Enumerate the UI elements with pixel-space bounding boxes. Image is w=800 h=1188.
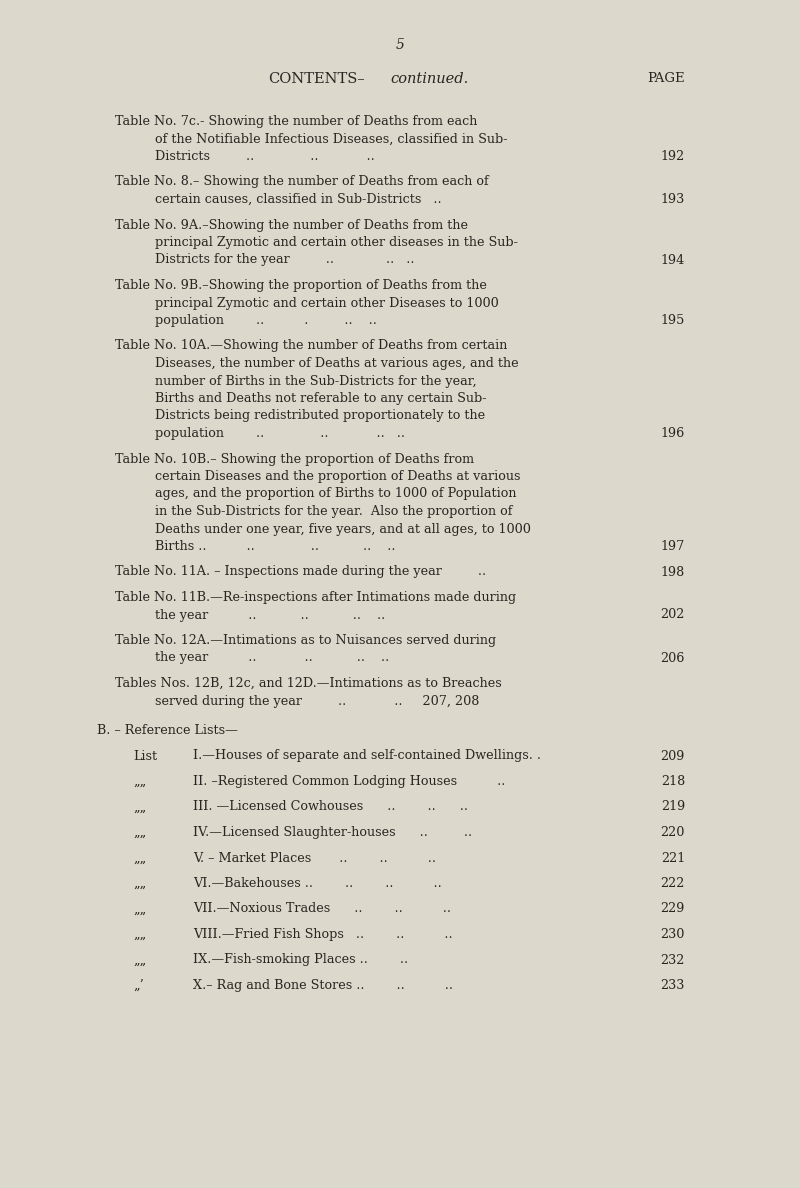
Text: „’: „’ <box>133 979 144 992</box>
Text: „„: „„ <box>133 954 146 967</box>
Text: List: List <box>133 750 157 763</box>
Text: 195: 195 <box>661 314 685 327</box>
Text: served during the year         ..            ..     207, 208: served during the year .. .. 207, 208 <box>155 695 479 708</box>
Text: ages, and the proportion of Births to 1000 of Population: ages, and the proportion of Births to 10… <box>155 487 517 500</box>
Text: Districts for the year         ..             ..   ..: Districts for the year .. .. .. <box>155 253 414 266</box>
Text: „„: „„ <box>133 928 146 941</box>
Text: I.—Houses of separate and self-contained Dwellings. .: I.—Houses of separate and self-contained… <box>193 750 541 763</box>
Text: „„: „„ <box>133 801 146 814</box>
Text: Table No. 9A.–Showing the number of Deaths from the: Table No. 9A.–Showing the number of Deat… <box>115 219 468 232</box>
Text: of the Notifiable Infectious Diseases, classified in Sub-: of the Notifiable Infectious Diseases, c… <box>155 133 507 145</box>
Text: 192: 192 <box>661 150 685 163</box>
Text: the year          ..           ..           ..    ..: the year .. .. .. .. <box>155 608 386 621</box>
Text: Table No. 11B.—Re-inspections after Intimations made during: Table No. 11B.—Re-inspections after Inti… <box>115 590 516 604</box>
Text: IV.—Licensed Slaughter-houses      ..         ..: IV.—Licensed Slaughter-houses .. .. <box>193 826 472 839</box>
Text: principal Zymotic and certain other diseases in the Sub-: principal Zymotic and certain other dise… <box>155 236 518 249</box>
Text: Table No. 12A.—Intimations as to Nuisances served during: Table No. 12A.—Intimations as to Nuisanc… <box>115 634 496 647</box>
Text: 193: 193 <box>661 192 685 206</box>
Text: 194: 194 <box>661 253 685 266</box>
Text: Deaths under one year, five years, and at all ages, to 1000: Deaths under one year, five years, and a… <box>155 523 531 536</box>
Text: 218: 218 <box>661 775 685 788</box>
Text: certain causes, classified in Sub-Districts   ..: certain causes, classified in Sub-Distri… <box>155 192 442 206</box>
Text: number of Births in the Sub-Districts for the year,: number of Births in the Sub-Districts fo… <box>155 374 477 387</box>
Text: Districts         ..              ..            ..: Districts .. .. .. <box>155 150 374 163</box>
Text: 198: 198 <box>661 565 685 579</box>
Text: 229: 229 <box>661 903 685 916</box>
Text: 197: 197 <box>661 541 685 552</box>
Text: population        ..              ..            ..   ..: population .. .. .. .. <box>155 426 405 440</box>
Text: Births ..          ..              ..           ..    ..: Births .. .. .. .. .. <box>155 541 395 552</box>
Text: Table No. 9B.–Showing the proportion of Deaths from the: Table No. 9B.–Showing the proportion of … <box>115 279 487 292</box>
Text: Table No. 8.– Showing the number of Deaths from each of: Table No. 8.– Showing the number of Deat… <box>115 176 489 189</box>
Text: 221: 221 <box>661 852 685 865</box>
Text: PAGE: PAGE <box>647 72 685 86</box>
Text: 230: 230 <box>661 928 685 941</box>
Text: certain Diseases and the proportion of Deaths at various: certain Diseases and the proportion of D… <box>155 470 521 484</box>
Text: „„: „„ <box>133 852 146 865</box>
Text: in the Sub-Districts for the year.  Also the proportion of: in the Sub-Districts for the year. Also … <box>155 505 513 518</box>
Text: 196: 196 <box>661 426 685 440</box>
Text: Tables Nos. 12B, 12c, and 12D.—Intimations as to Breaches: Tables Nos. 12B, 12c, and 12D.—Intimatio… <box>115 677 502 690</box>
Text: 202: 202 <box>661 608 685 621</box>
Text: 219: 219 <box>661 801 685 814</box>
Text: Table No. 11A. – Inspections made during the year         ..: Table No. 11A. – Inspections made during… <box>115 565 486 579</box>
Text: continued.: continued. <box>390 72 468 86</box>
Text: Diseases, the number of Deaths at various ages, and the: Diseases, the number of Deaths at variou… <box>155 358 518 369</box>
Text: the year          ..            ..           ..    ..: the year .. .. .. .. <box>155 651 390 664</box>
Text: B. – Reference Lists—: B. – Reference Lists— <box>97 723 238 737</box>
Text: CONTENTS–: CONTENTS– <box>268 72 365 86</box>
Text: 206: 206 <box>661 651 685 664</box>
Text: II. –Registered Common Lodging Houses          ..: II. –Registered Common Lodging Houses .. <box>193 775 506 788</box>
Text: Table No. 10A.—Showing the number of Deaths from certain: Table No. 10A.—Showing the number of Dea… <box>115 340 507 353</box>
Text: 222: 222 <box>661 877 685 890</box>
Text: 209: 209 <box>661 750 685 763</box>
Text: 233: 233 <box>661 979 685 992</box>
Text: VIII.—Fried Fish Shops   ..        ..          ..: VIII.—Fried Fish Shops .. .. .. <box>193 928 453 941</box>
Text: 232: 232 <box>661 954 685 967</box>
Text: Table No. 10B.– Showing the proportion of Deaths from: Table No. 10B.– Showing the proportion o… <box>115 453 474 466</box>
Text: X.– Rag and Bone Stores ..        ..          ..: X.– Rag and Bone Stores .. .. .. <box>193 979 453 992</box>
Text: „„: „„ <box>133 877 146 890</box>
Text: population        ..          .         ..    ..: population .. . .. .. <box>155 314 377 327</box>
Text: V. – Market Places       ..        ..          ..: V. – Market Places .. .. .. <box>193 852 436 865</box>
Text: „„: „„ <box>133 775 146 788</box>
Text: principal Zymotic and certain other Diseases to 1000: principal Zymotic and certain other Dise… <box>155 297 498 310</box>
Text: 220: 220 <box>661 826 685 839</box>
Text: „„: „„ <box>133 903 146 916</box>
Text: Table No. 7c.- Showing the number of Deaths from each: Table No. 7c.- Showing the number of Dea… <box>115 115 478 128</box>
Text: III. —Licensed Cowhouses      ..        ..      ..: III. —Licensed Cowhouses .. .. .. <box>193 801 468 814</box>
Text: „„: „„ <box>133 826 146 839</box>
Text: 5: 5 <box>395 38 405 52</box>
Text: Districts being redistributed proportionately to the: Districts being redistributed proportion… <box>155 410 485 423</box>
Text: VI.—Bakehouses ..        ..        ..          ..: VI.—Bakehouses .. .. .. .. <box>193 877 442 890</box>
Text: Births and Deaths not referable to any certain Sub-: Births and Deaths not referable to any c… <box>155 392 486 405</box>
Text: VII.—Noxious Trades      ..        ..          ..: VII.—Noxious Trades .. .. .. <box>193 903 451 916</box>
Text: IX.—Fish-smoking Places ..        ..: IX.—Fish-smoking Places .. .. <box>193 954 444 967</box>
